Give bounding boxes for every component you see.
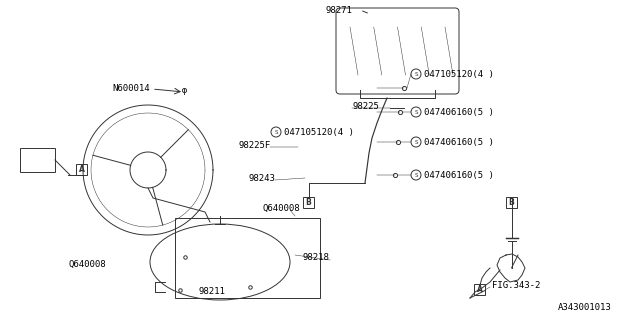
Text: S: S bbox=[414, 172, 418, 178]
Text: Q640008: Q640008 bbox=[68, 260, 106, 268]
Text: B: B bbox=[509, 198, 515, 207]
Text: 98225: 98225 bbox=[352, 101, 379, 110]
Bar bbox=[506, 197, 517, 208]
Text: 047105120(4 ): 047105120(4 ) bbox=[284, 127, 354, 137]
Text: FIG.343-2: FIG.343-2 bbox=[492, 281, 540, 290]
Text: 047406160(5 ): 047406160(5 ) bbox=[424, 108, 494, 116]
Text: S: S bbox=[414, 71, 418, 76]
Text: N600014: N600014 bbox=[112, 84, 150, 92]
Text: A: A bbox=[477, 285, 483, 294]
Text: A: A bbox=[79, 165, 84, 174]
Text: 047105120(4 ): 047105120(4 ) bbox=[424, 69, 494, 78]
Text: Q640008: Q640008 bbox=[262, 204, 300, 212]
Bar bbox=[76, 164, 87, 175]
Text: 98243: 98243 bbox=[248, 173, 275, 182]
Text: 047406160(5 ): 047406160(5 ) bbox=[424, 171, 494, 180]
Bar bbox=[474, 284, 485, 295]
Bar bbox=[20, 148, 55, 172]
Text: 98271: 98271 bbox=[325, 5, 352, 14]
Text: S: S bbox=[275, 130, 278, 134]
Bar bbox=[303, 197, 314, 208]
Text: S: S bbox=[414, 140, 418, 145]
Text: 98218: 98218 bbox=[302, 253, 329, 262]
Text: 98211: 98211 bbox=[198, 287, 225, 297]
Text: A343001013: A343001013 bbox=[558, 303, 612, 313]
Text: 047406160(5 ): 047406160(5 ) bbox=[424, 138, 494, 147]
Text: 98225F: 98225F bbox=[238, 140, 270, 149]
Bar bbox=[175, 218, 320, 298]
Text: B: B bbox=[306, 198, 312, 207]
Text: S: S bbox=[414, 109, 418, 115]
